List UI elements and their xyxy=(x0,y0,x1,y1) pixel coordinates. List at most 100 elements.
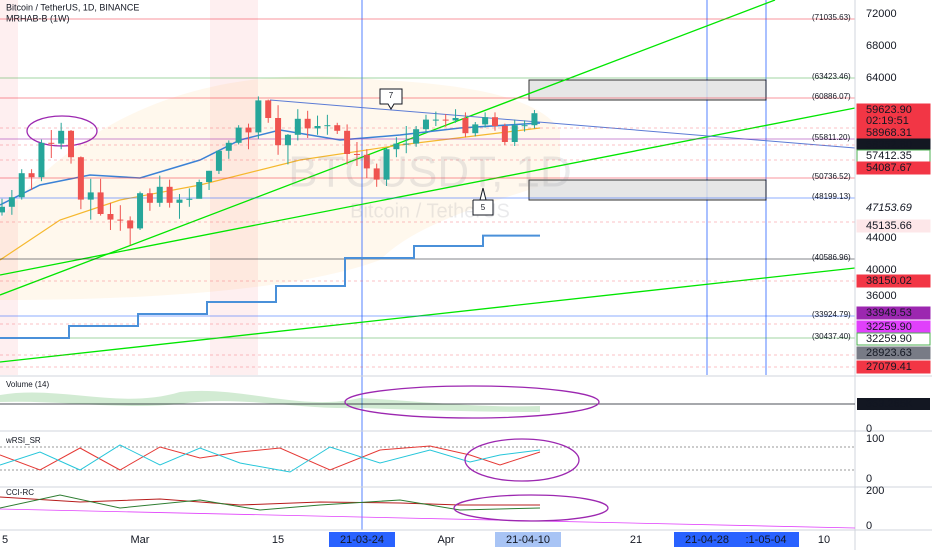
candle-body xyxy=(294,118,301,135)
pane-label-bg xyxy=(857,398,930,410)
price-label: 47153.69 xyxy=(866,202,912,214)
candle-body xyxy=(235,127,242,143)
cci-line xyxy=(0,496,540,506)
level-label: (30437.40) xyxy=(812,332,851,341)
pane-axis-label: 353.265K xyxy=(866,398,914,410)
cci-trend xyxy=(0,508,856,529)
time-label: Mar xyxy=(131,534,150,546)
price-label: 68000 xyxy=(866,40,897,52)
level-label: (40586.96) xyxy=(812,253,851,262)
candle-body xyxy=(18,173,25,198)
candle-body xyxy=(186,198,193,200)
candle-body xyxy=(117,219,124,221)
candle-body xyxy=(8,197,15,207)
pane-title: Volume (14) xyxy=(6,380,49,389)
indicator-title: MRHAB-B (1W) xyxy=(6,13,70,23)
pane-title: wRSI_SR xyxy=(5,436,41,445)
price-label: 38150.02 xyxy=(866,275,912,287)
time-label: 21 xyxy=(630,534,642,546)
candle-body xyxy=(363,154,370,169)
candle-body xyxy=(403,143,410,145)
level-label: (48199.13) xyxy=(812,192,851,201)
candle-body xyxy=(275,118,282,146)
candle-body xyxy=(521,125,528,127)
candle-body xyxy=(413,129,420,144)
candle-body xyxy=(58,130,65,144)
price-label: 58352.80 xyxy=(866,139,912,151)
candle-body xyxy=(215,150,222,171)
price-label-bg xyxy=(856,332,931,346)
pane-title: CCI-RC xyxy=(6,488,34,497)
candle-body xyxy=(137,193,144,229)
price-label: 33949.53 xyxy=(866,307,912,319)
candle-body xyxy=(28,173,35,178)
price-label: 36000 xyxy=(866,290,897,302)
candle-body xyxy=(531,113,538,126)
candle-body xyxy=(324,125,331,127)
candle-body xyxy=(68,130,75,158)
candle-body xyxy=(225,142,232,151)
price-label: 32259.90 xyxy=(866,333,912,345)
watermark-name: Bitcoin / TetherUS xyxy=(350,200,510,222)
zone-box xyxy=(528,79,767,101)
pane-axis-label: 0 xyxy=(866,423,872,435)
price-label: 59623.90 xyxy=(866,104,912,116)
candle-body xyxy=(304,118,311,129)
symbol-title: Bitcoin / TetherUS, 1D, BINANCE xyxy=(6,2,139,12)
trend-line xyxy=(0,0,776,296)
candle-body xyxy=(0,206,5,213)
price-label: 45135.66 xyxy=(866,220,912,232)
pane-axis-label: 0 xyxy=(866,473,872,485)
time-label-bg xyxy=(733,532,799,547)
candle-body xyxy=(314,126,321,129)
price-label: 58968.31 xyxy=(866,127,912,139)
volume-cloud xyxy=(0,390,540,412)
candle-body xyxy=(472,124,479,134)
candle-body xyxy=(107,214,114,220)
candle-body xyxy=(127,220,134,229)
price-label: 54087.67 xyxy=(866,162,912,174)
callout-label: 7 xyxy=(389,91,394,100)
candle-body xyxy=(176,199,183,203)
candle-body xyxy=(393,143,400,150)
price-label-bg xyxy=(856,360,931,374)
level-label: (50736.52) xyxy=(812,172,851,181)
level-label: (71035.63) xyxy=(812,13,851,22)
candle-body xyxy=(87,192,94,200)
candle-body xyxy=(501,126,508,142)
pane-axis-label: 0 xyxy=(866,520,872,532)
time-label: Apr xyxy=(437,534,454,546)
candle-body xyxy=(97,192,104,214)
price-label: 28923.63 xyxy=(866,347,912,359)
candle-body xyxy=(482,117,489,125)
candle-body xyxy=(38,142,45,178)
candle-body xyxy=(77,157,84,200)
band xyxy=(210,0,258,375)
price-label-bg xyxy=(856,161,931,175)
price-label: 72000 xyxy=(866,8,897,20)
candle-body xyxy=(255,100,262,133)
band xyxy=(0,0,18,375)
candle-body xyxy=(265,100,272,118)
price-label: 40000 xyxy=(866,264,897,276)
candle-body xyxy=(442,119,449,121)
time-label: 21-04-28 xyxy=(685,534,729,546)
trend-line xyxy=(269,99,856,149)
candle-body xyxy=(156,186,163,203)
level-label: (55811.20) xyxy=(812,133,850,142)
candle-body xyxy=(492,117,498,126)
callout xyxy=(472,187,494,216)
price-label-bg xyxy=(856,274,931,288)
candle-body xyxy=(432,119,439,121)
price-label: 44000 xyxy=(866,232,897,244)
time-label-bg xyxy=(495,532,561,547)
price-label: 64000 xyxy=(866,72,897,84)
time-label: :1-05-04 xyxy=(746,534,787,546)
rsi-signal xyxy=(0,444,541,473)
candle-body xyxy=(196,182,203,199)
candle-body xyxy=(245,127,252,133)
step-line xyxy=(0,234,540,339)
level-label: (33924.79) xyxy=(812,310,851,319)
